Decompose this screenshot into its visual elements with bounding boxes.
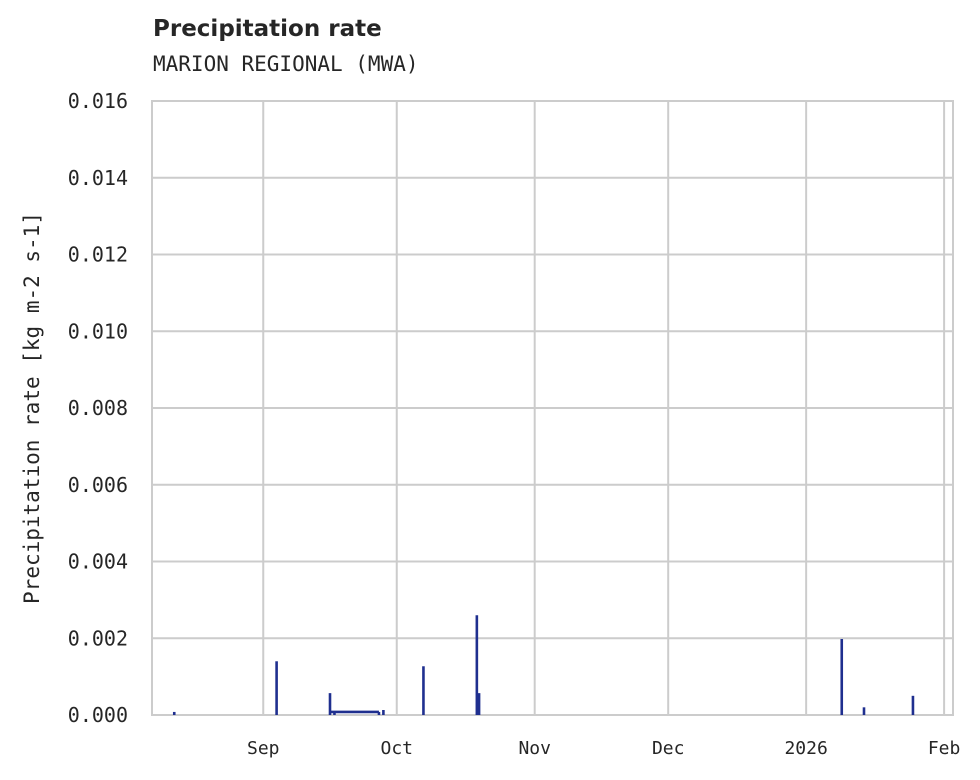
x-tick-label: 2026 xyxy=(784,738,827,759)
x-tick-label: Dec xyxy=(652,738,685,759)
chart-title: Precipitation rate xyxy=(153,16,382,42)
y-tick-label: 0.004 xyxy=(68,550,128,574)
y-tick-label: 0.006 xyxy=(68,473,128,497)
y-tick-label: 0.000 xyxy=(68,703,128,727)
y-tick-label: 0.012 xyxy=(68,243,128,267)
x-tick-label: Feb xyxy=(928,738,961,759)
y-tick-label: 0.002 xyxy=(68,626,128,650)
plot-frame xyxy=(151,100,954,716)
y-tick-label: 0.014 xyxy=(68,166,128,190)
chart-subtitle: MARION REGIONAL (MWA) xyxy=(153,52,419,76)
y-tick-label: 0.010 xyxy=(68,319,128,343)
y-tick-label: 0.016 xyxy=(68,89,128,113)
x-tick-label: Nov xyxy=(518,738,551,759)
x-tick-label: Sep xyxy=(247,738,280,759)
x-tick-label: Oct xyxy=(380,738,413,759)
y-tick-label: 0.008 xyxy=(68,396,128,420)
